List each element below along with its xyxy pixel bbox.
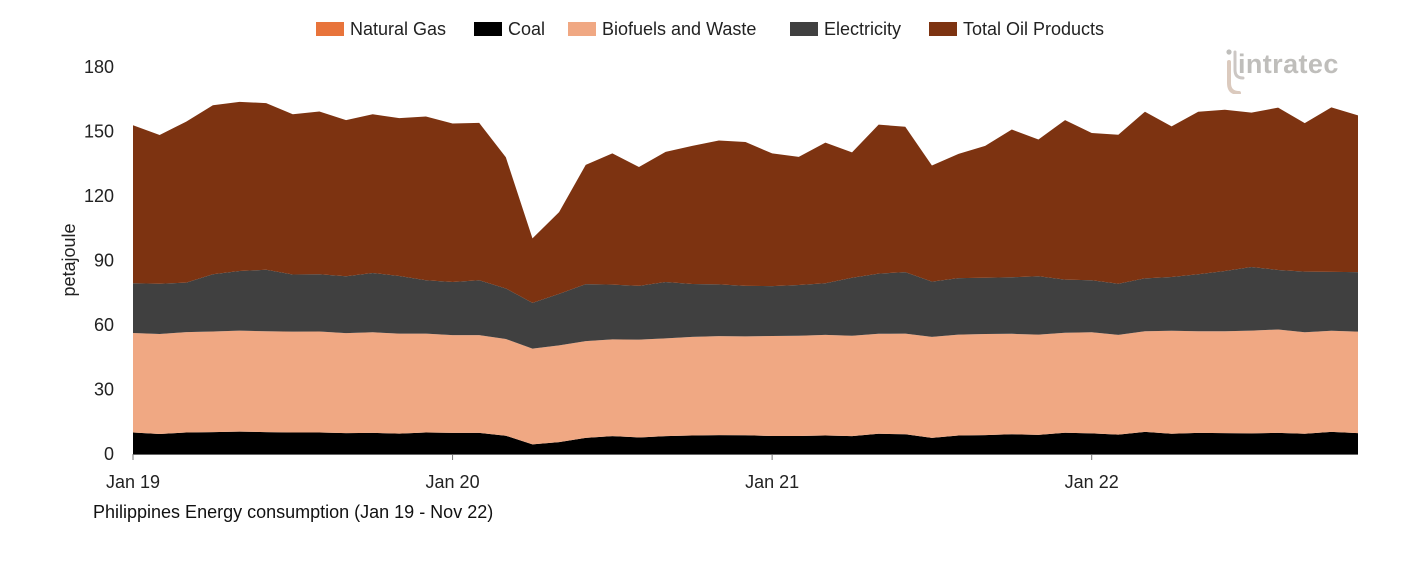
y-tick-label-0: 0 <box>104 444 114 464</box>
series-area-total-oil-products <box>133 101 1358 303</box>
legend-label-natural-gas: Natural Gas <box>350 19 446 39</box>
legend-label-total-oil-products: Total Oil Products <box>963 19 1104 39</box>
logo-text: intratec <box>1238 49 1339 79</box>
legend-label-electricity: Electricity <box>824 19 901 39</box>
y-tick-label-180: 180 <box>84 57 114 77</box>
y-tick-label-90: 90 <box>94 251 114 271</box>
legend: Natural Gas Coal Biofuels and Waste Electri… <box>316 19 1104 39</box>
y-axis-title: petajoule <box>59 223 79 296</box>
y-tick-label-120: 120 <box>84 186 114 206</box>
y-tick-label-150: 150 <box>84 122 114 142</box>
legend-swatch-electricity <box>790 22 818 36</box>
intratec-logo: intratec <box>1222 40 1372 96</box>
y-tick-label-30: 30 <box>94 380 114 400</box>
x-tick-label-jan-20: Jan 20 <box>426 472 480 492</box>
logo-icon <box>1226 49 1245 94</box>
legend-label-biofuels-and-waste: Biofuels and Waste <box>602 19 756 39</box>
legend-swatch-coal <box>474 22 502 36</box>
x-tick-label-jan-22: Jan 22 <box>1065 472 1119 492</box>
series-area-coal <box>133 431 1358 454</box>
legend-label-coal: Coal <box>508 19 545 39</box>
x-tick-label-jan-21: Jan 21 <box>745 472 799 492</box>
series-area-electricity <box>133 266 1358 349</box>
chart-caption: Philippines Energy consumption (Jan 19 -… <box>93 502 494 522</box>
legend-swatch-total-oil-products <box>929 22 957 36</box>
x-tick-label-jan-19: Jan 19 <box>106 472 160 492</box>
axes: 0 30 60 90 120 150 180 Jan 19 Jan 20 Jan 21 Jan 22… <box>59 57 1358 492</box>
y-tick-label-60: 60 <box>94 315 114 335</box>
plot-area <box>133 101 1358 454</box>
series-area-biofuels-and-waste <box>133 329 1358 445</box>
legend-swatch-natural-gas <box>316 22 344 36</box>
legend-swatch-biofuels-and-waste <box>568 22 596 36</box>
